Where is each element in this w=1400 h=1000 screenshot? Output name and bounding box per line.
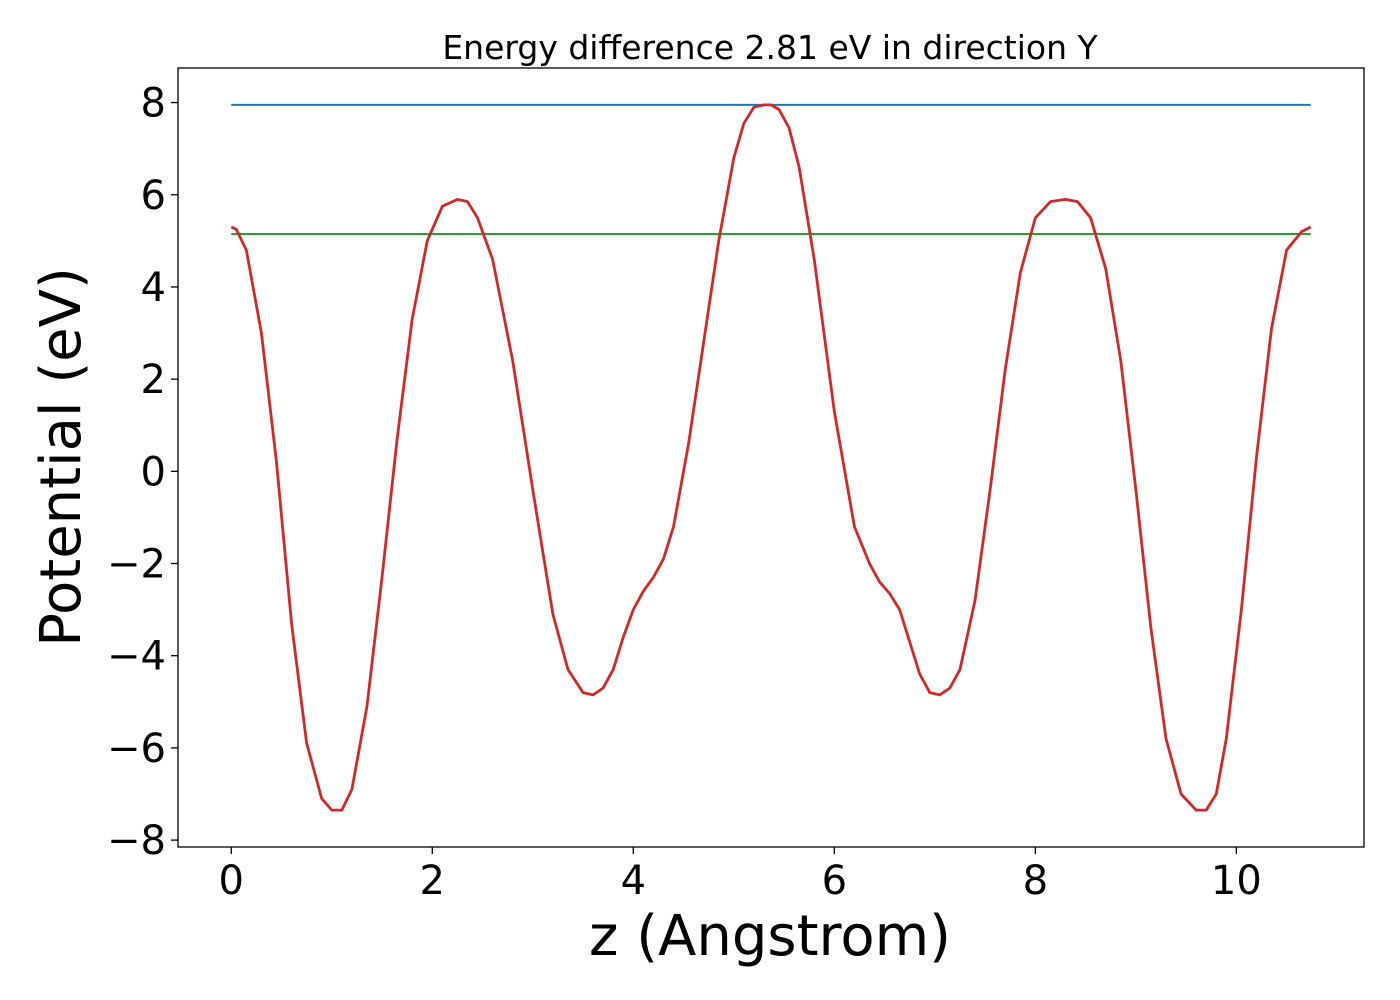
x-tick-label: 8 — [1023, 858, 1048, 904]
y-tick-label: 4 — [141, 265, 166, 311]
plot-frame — [177, 67, 1365, 848]
x-tick-label: 0 — [219, 858, 244, 904]
y-tick-label: 8 — [141, 81, 166, 127]
x-tick-label: 2 — [420, 858, 445, 904]
y-tick-label: −2 — [107, 542, 166, 588]
y-tick-label: −6 — [107, 726, 166, 772]
y-tick-label: −8 — [107, 818, 166, 864]
series-line-2 — [230, 103, 1312, 812]
x-tick-label: 10 — [1211, 858, 1262, 904]
chart-title: Energy difference 2.81 eV in direction Y — [442, 28, 1098, 67]
y-tick-label: −4 — [107, 634, 166, 680]
x-axis: 0 2 4 6 8 10 — [219, 847, 1262, 904]
y-axis-label: Potential (eV) — [29, 267, 94, 647]
series-layer — [230, 103, 1312, 812]
y-axis: −8 −6 −4 −2 0 2 4 6 8 — [107, 81, 178, 864]
y-tick-label: 2 — [141, 357, 166, 403]
y-tick-label: 0 — [141, 449, 166, 495]
x-axis-label: z (Angstrom) — [589, 904, 951, 969]
x-tick-label: 6 — [822, 858, 847, 904]
y-tick-label: 6 — [141, 173, 166, 219]
x-tick-label: 4 — [621, 858, 646, 904]
